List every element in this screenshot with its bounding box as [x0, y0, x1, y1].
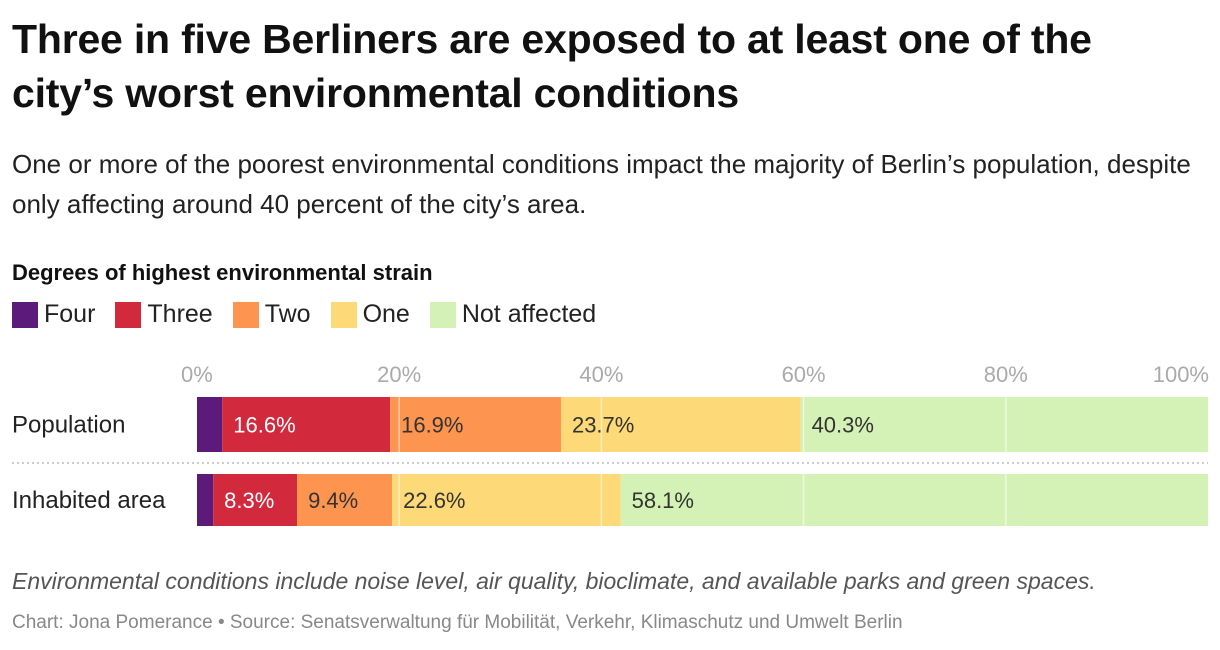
bar-segment-not-affected	[800, 397, 1208, 452]
data-label: 22.6%	[403, 488, 465, 513]
chart-title: Three in five Berliners are exposed to a…	[12, 16, 1092, 116]
data-label: 8.3%	[224, 488, 274, 513]
bar-segment-one	[392, 474, 621, 526]
data-label: 16.6%	[233, 413, 295, 438]
legend-label: Three	[147, 300, 213, 328]
legend: Four Three Two One Not affected	[12, 300, 616, 329]
legend-title: Degrees of highest environmental strain	[12, 260, 433, 285]
bar-segment-not-affected	[620, 474, 1208, 526]
data-label: 23.7%	[572, 413, 634, 438]
legend-label: One	[362, 300, 410, 328]
legend-swatch	[115, 301, 142, 328]
legend-swatch	[330, 301, 357, 328]
chart-subtitle: One or more of the poorest environmental…	[12, 149, 1191, 219]
legend-swatch	[232, 301, 259, 328]
legend-item-three: Three	[115, 300, 213, 329]
data-label: 16.9%	[401, 413, 463, 438]
category-label: Population	[12, 412, 125, 439]
bar-segment-four	[197, 474, 214, 526]
x-tick-label: 0%	[181, 362, 213, 387]
chart-note: Environmental conditions include noise l…	[12, 568, 1096, 594]
legend-label: Four	[44, 300, 96, 328]
x-tick-label: 40%	[579, 362, 623, 387]
x-tick-label: 100%	[1153, 362, 1209, 387]
bar-segment-two	[297, 474, 393, 526]
legend-item-one: One	[330, 300, 410, 329]
data-label: 40.3%	[812, 413, 874, 438]
bar-segment-three	[222, 397, 391, 452]
bar-segment-four	[197, 397, 223, 452]
legend-label: Two	[264, 300, 311, 328]
x-tick-label: 80%	[984, 362, 1028, 387]
legend-swatch	[429, 301, 456, 328]
bar-segment-three	[213, 474, 298, 526]
x-tick-label: 20%	[377, 362, 421, 387]
data-label: 58.1%	[632, 488, 694, 513]
stacked-bar-chart: 0% 20% 40% 60% 80% 100% Population 16.6% 16.9% 23…	[12, 362, 1209, 526]
legend-item-two: Two	[232, 300, 311, 329]
legend-item-four: Four	[12, 300, 95, 329]
legend-label: Not affected	[461, 300, 597, 328]
bar-segment-two	[390, 397, 561, 452]
category-label: Inhabited area	[12, 487, 166, 514]
legend-swatch	[12, 301, 38, 328]
legend-item-not-affected: Not affected	[429, 300, 597, 329]
chart-credit: Chart: Jona Pomerance • Source: Senatsve…	[12, 612, 903, 633]
data-label: 9.4%	[308, 488, 358, 513]
x-tick-label: 60%	[782, 362, 826, 387]
